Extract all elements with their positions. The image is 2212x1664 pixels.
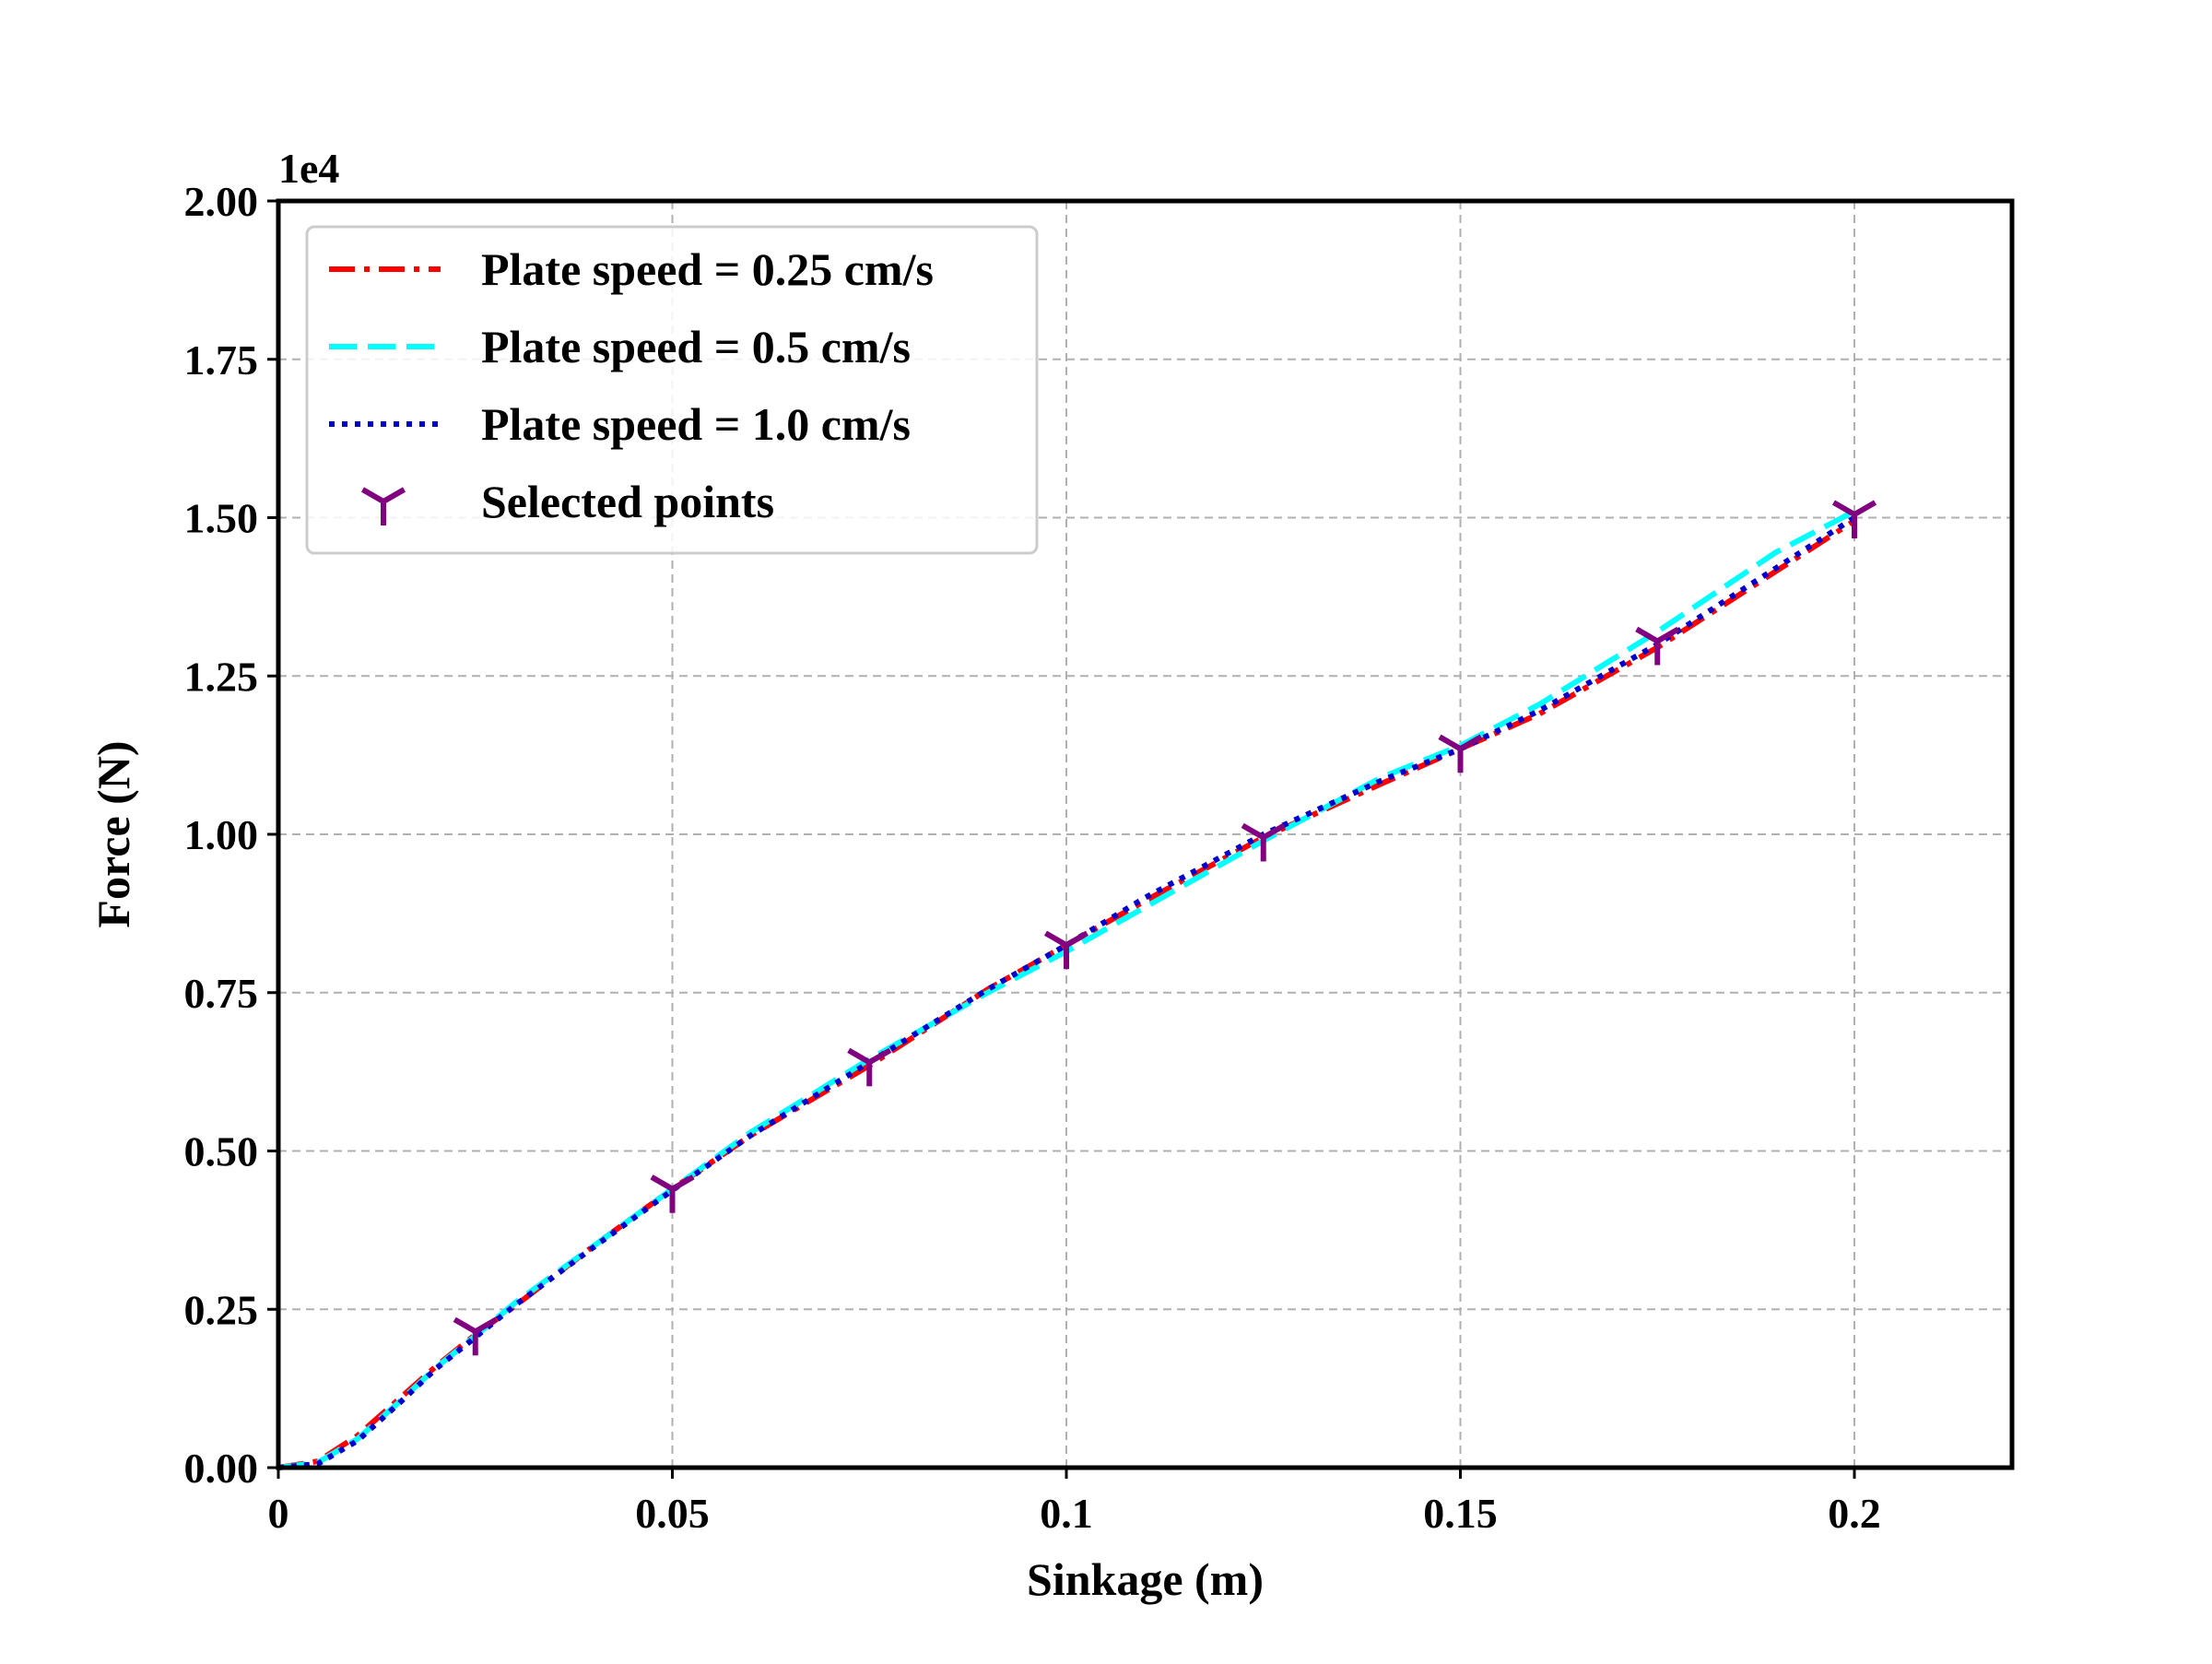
legend-box <box>305 225 1039 555</box>
x-axis-title: Sinkage (m) <box>1027 1553 1264 1605</box>
grid-layer <box>278 201 2012 1468</box>
legend-label-markers: Selected points <box>481 476 774 527</box>
x-tick-label: 0.05 <box>635 1490 710 1537</box>
x-tick-label: 0 <box>268 1490 289 1537</box>
y-tick-label: 1.50 <box>184 495 259 542</box>
legend: Plate speed = 0.25 cm/s Plate speed = 0.5… <box>305 225 1039 555</box>
selected-point-marker <box>1831 500 1877 539</box>
selected-point-marker <box>1635 626 1680 666</box>
selected-point-marker <box>1043 930 1089 970</box>
marker-layer <box>453 500 1877 1356</box>
legend-label-2: Plate speed = 0.5 cm/s <box>481 321 911 372</box>
x-tick-label: 0.1 <box>1040 1490 1093 1537</box>
x-tick-label: 0.2 <box>1828 1490 1881 1537</box>
x-tick-label: 0.15 <box>1423 1490 1498 1537</box>
selected-point-marker <box>1241 822 1286 862</box>
selected-point-marker <box>847 1047 892 1087</box>
y-offset-label: 1e4 <box>278 145 339 192</box>
selected-point-marker <box>650 1174 695 1213</box>
legend-marker-swatch <box>360 487 406 525</box>
y-tick-label: 1.75 <box>184 336 259 384</box>
y-tick-label: 0.75 <box>184 970 259 1017</box>
y-tick-label: 0.00 <box>184 1445 259 1492</box>
legend-label-1: Plate speed = 0.25 cm/s <box>481 243 934 295</box>
legend-label-3: Plate speed = 1.0 cm/s <box>481 398 911 450</box>
y-axis-title: Force (N) <box>88 740 139 927</box>
y-tick-label: 1.25 <box>184 653 259 700</box>
selected-point-marker <box>1438 734 1483 773</box>
tick-layer: 0 0.05 0.1 0.15 0.2 0.00 0.25 0.50 0.75 1.00 1.25 1… <box>184 178 1881 1537</box>
y-tick-label: 1.00 <box>184 811 259 858</box>
selected-point-marker <box>453 1316 498 1356</box>
y-tick-label: 0.50 <box>184 1128 259 1175</box>
y-tick-label: 0.25 <box>184 1286 259 1333</box>
y-tick-label: 2.00 <box>184 178 259 225</box>
